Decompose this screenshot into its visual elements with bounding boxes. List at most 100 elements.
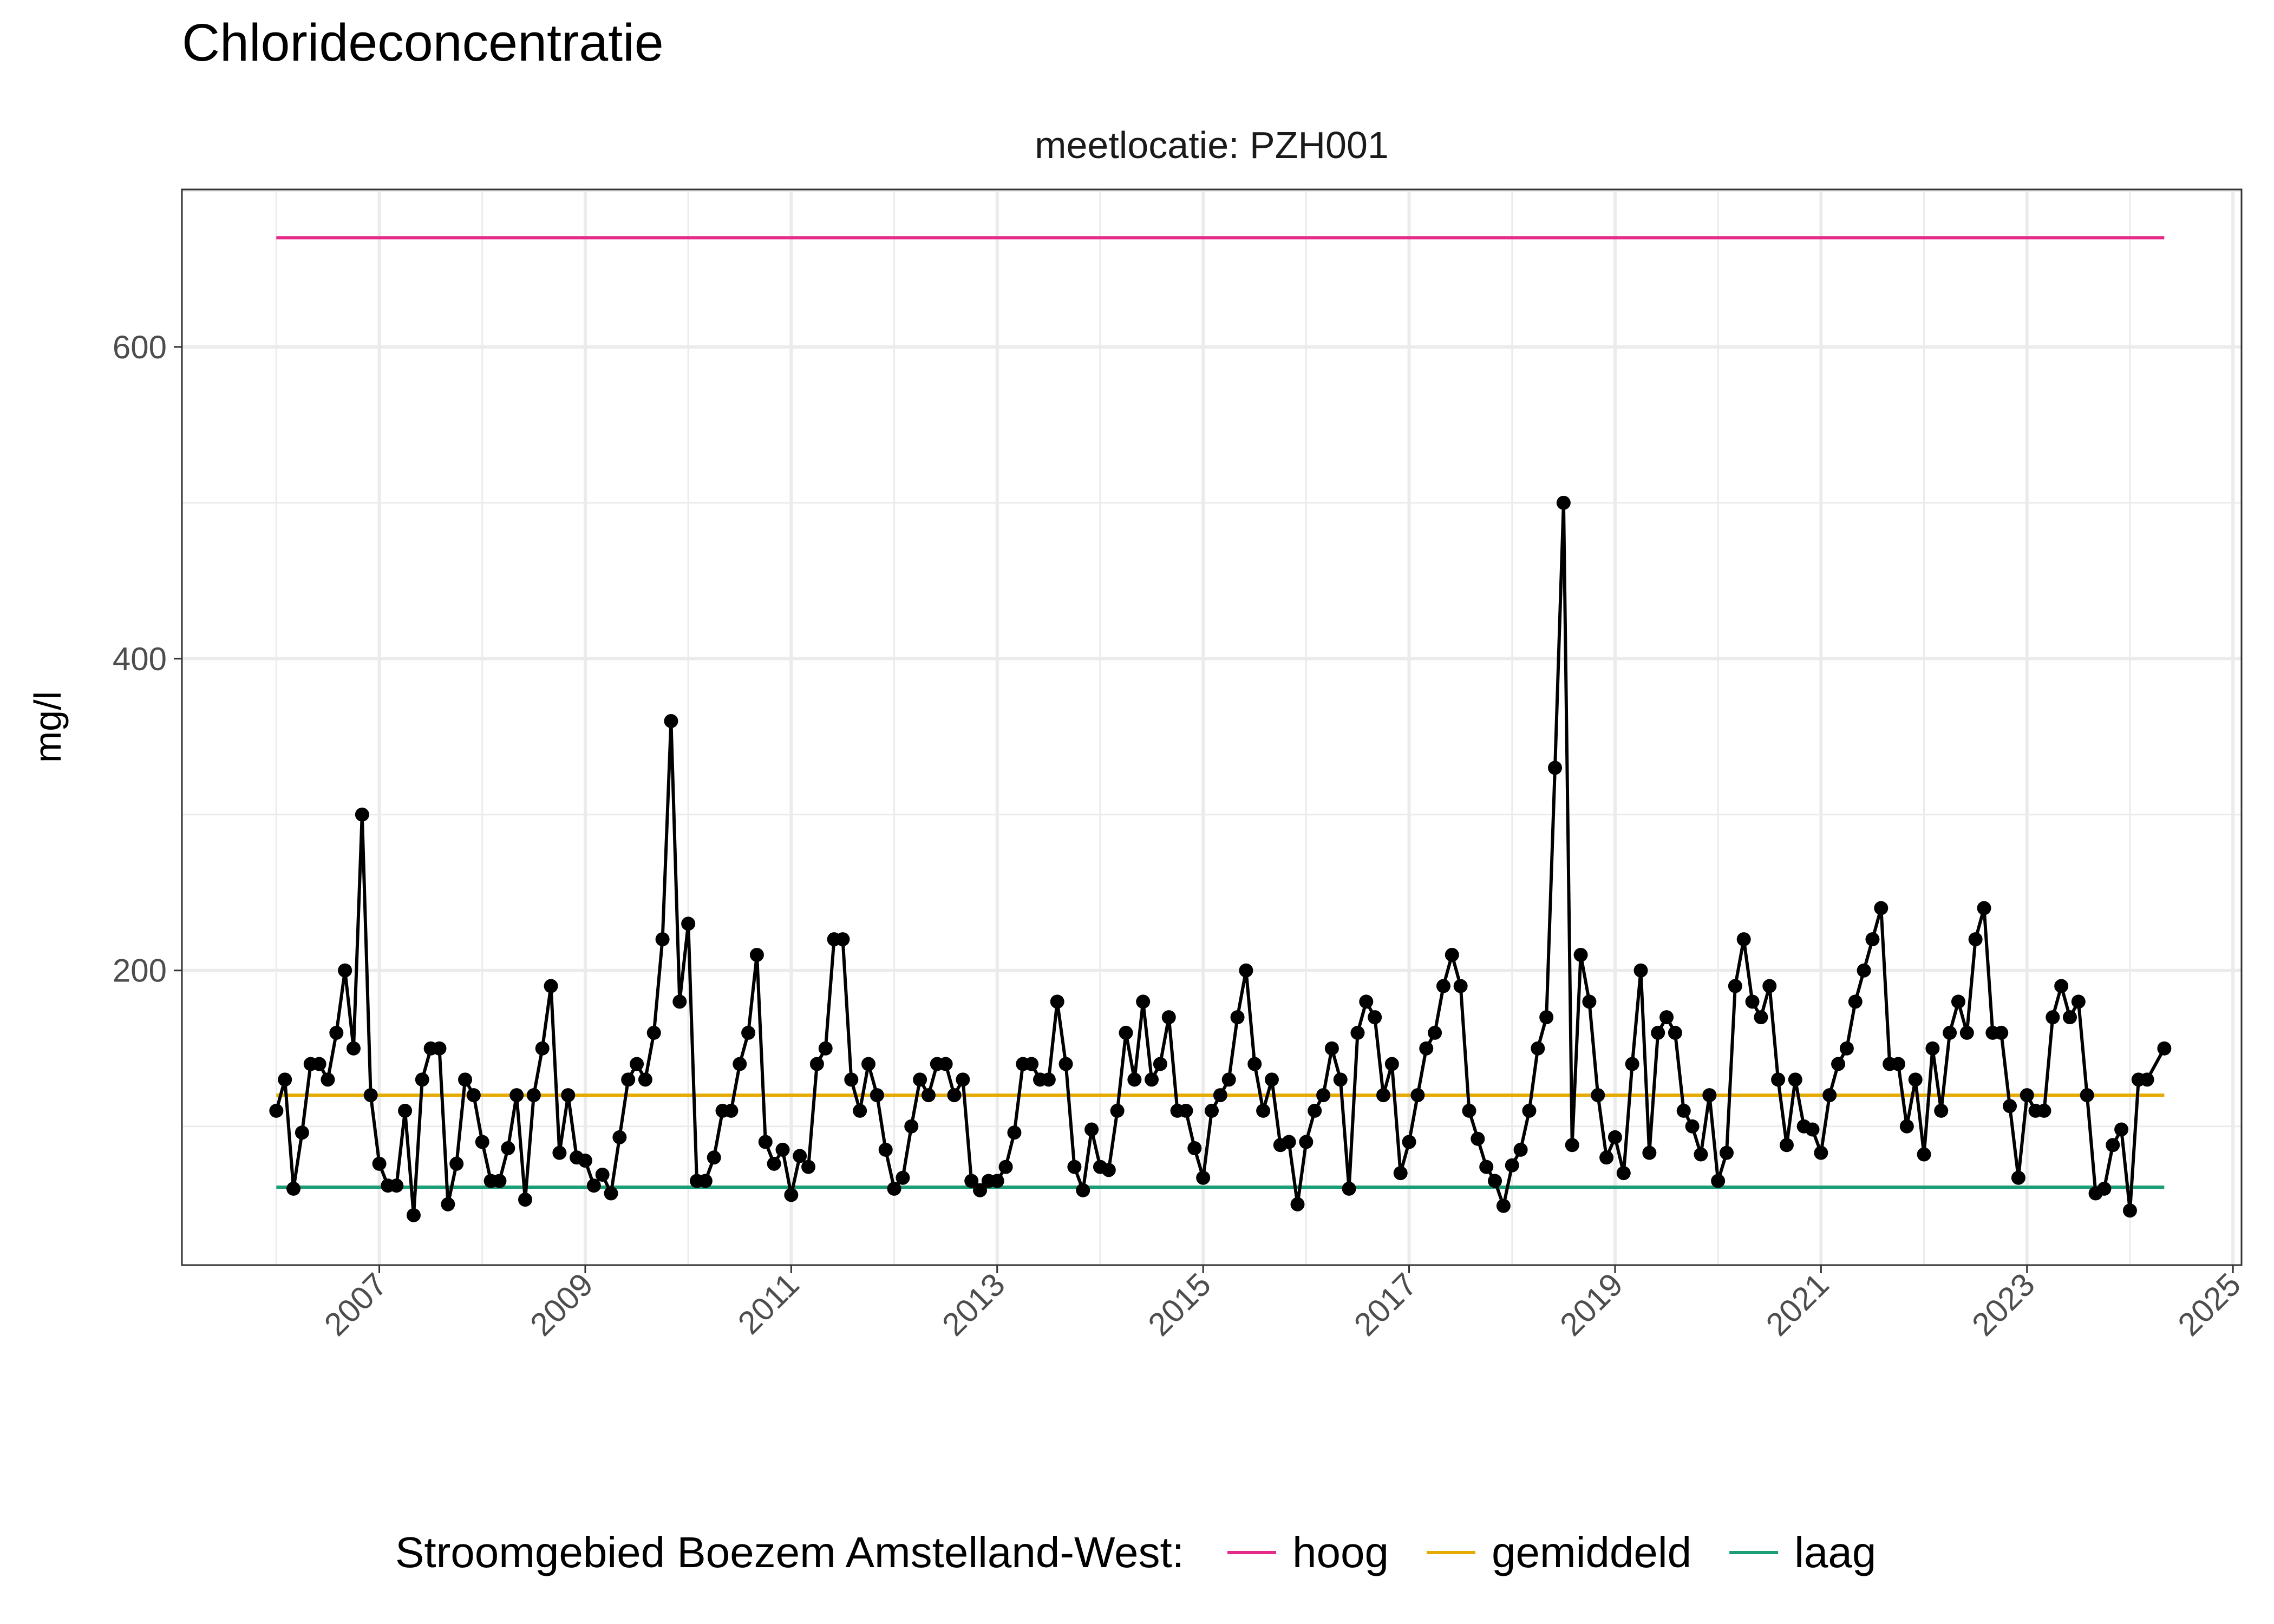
data-point: [1324, 1041, 1339, 1056]
data-point: [990, 1174, 1004, 1188]
data-point: [1899, 1119, 1914, 1134]
panel-border: [181, 188, 2243, 1266]
data-point: [398, 1103, 413, 1118]
data-point: [1745, 994, 1760, 1009]
data-point: [1805, 1122, 1820, 1137]
data-point: [998, 1160, 1013, 1174]
data-point: [1290, 1197, 1305, 1212]
data-point: [818, 1041, 833, 1056]
data-point: [1050, 994, 1064, 1009]
data-point: [1865, 932, 1880, 947]
data-point: [1453, 979, 1468, 993]
data-point: [1857, 963, 1871, 978]
data-point: [1702, 1088, 1717, 1103]
data-point: [809, 1057, 824, 1071]
data-point: [312, 1057, 326, 1071]
data-point: [793, 1149, 807, 1163]
data-point: [1814, 1145, 1828, 1160]
data-point: [1505, 1158, 1519, 1173]
data-point: [535, 1041, 550, 1056]
data-point: [835, 932, 850, 947]
y-axis: 200 400 600: [113, 329, 182, 989]
data-point: [1076, 1183, 1090, 1197]
data-point: [1376, 1088, 1390, 1103]
legend-item-gemiddeld[interactable]: gemiddeld: [1426, 1528, 1691, 1576]
data-point: [278, 1072, 292, 1087]
data-point: [329, 1025, 344, 1040]
data-point: [1179, 1103, 1193, 1118]
data-point: [518, 1193, 532, 1207]
data-point: [612, 1130, 627, 1144]
data-point: [475, 1135, 489, 1149]
data-point: [1410, 1088, 1425, 1103]
data-point: [1822, 1088, 1837, 1103]
data-point: [1754, 1010, 1768, 1025]
data-point: [2054, 979, 2069, 993]
data-point: [595, 1167, 610, 1182]
legend-item-hoog[interactable]: hoog: [1227, 1528, 1389, 1576]
series-line: [275, 501, 2166, 1217]
data-point: [1479, 1160, 1494, 1174]
data-point: [1943, 1025, 1957, 1040]
data-point: [415, 1072, 429, 1087]
data-point: [1839, 1041, 1854, 1056]
data-point: [1591, 1088, 1605, 1103]
legend-title: Stroomgebied Boezem Amstelland-West:: [395, 1528, 1184, 1576]
data-point: [1831, 1057, 1846, 1071]
data-point: [646, 1025, 661, 1040]
data-point: [2071, 994, 2086, 1009]
data-point: [938, 1057, 953, 1071]
data-point: [2114, 1122, 2129, 1137]
data-point: [1694, 1147, 1708, 1162]
data-point: [1994, 1025, 2009, 1040]
data-point: [1153, 1057, 1167, 1071]
data-point: [432, 1041, 447, 1056]
data-point: [853, 1103, 867, 1118]
data-point: [2157, 1041, 2172, 1056]
data-point: [870, 1088, 884, 1103]
data-point: [2020, 1088, 2034, 1103]
data-point: [1368, 1010, 1382, 1025]
data-point: [1462, 1103, 1476, 1118]
data-point: [372, 1156, 387, 1171]
data-point: [1642, 1145, 1657, 1160]
data-point: [1359, 994, 1374, 1009]
data-point: [1428, 1025, 1442, 1040]
legend-label: laag: [1794, 1528, 1876, 1576]
data-point: [1230, 1010, 1245, 1025]
data-point: [604, 1186, 618, 1201]
y-tick-label: 600: [113, 329, 167, 365]
data-point: [295, 1125, 309, 1140]
data-point: [1350, 1025, 1365, 1040]
data-point: [552, 1145, 567, 1160]
data-point: [2046, 1010, 2060, 1025]
data-point: [2037, 1103, 2051, 1118]
data-point: [707, 1150, 721, 1165]
data-point: [1720, 1145, 1734, 1160]
y-axis-label: mg/l: [27, 691, 69, 763]
data-point: [1007, 1125, 1022, 1140]
data-point: [1668, 1025, 1682, 1040]
data-point: [1625, 1057, 1639, 1071]
data-point: [698, 1174, 713, 1188]
legend[interactable]: Stroomgebied Boezem Amstelland-West: hoo…: [395, 1528, 1876, 1576]
data-point: [1951, 994, 1965, 1009]
data-point: [1573, 947, 1588, 962]
data-point: [681, 916, 696, 931]
data-point: [561, 1088, 576, 1103]
data-point: [526, 1088, 541, 1103]
data-point: [1977, 901, 1991, 915]
data-point: [1711, 1174, 1726, 1188]
data-point: [458, 1072, 473, 1087]
data-point: [1471, 1131, 1485, 1146]
data-point: [321, 1072, 335, 1087]
data-point: [544, 979, 558, 993]
data-point: [1393, 1166, 1408, 1181]
data-point: [1762, 979, 1777, 993]
data-point: [1874, 901, 1889, 915]
data-point: [2080, 1088, 2094, 1103]
data-point: [1959, 1025, 1974, 1040]
legend-item-laag[interactable]: laag: [1729, 1528, 1876, 1576]
